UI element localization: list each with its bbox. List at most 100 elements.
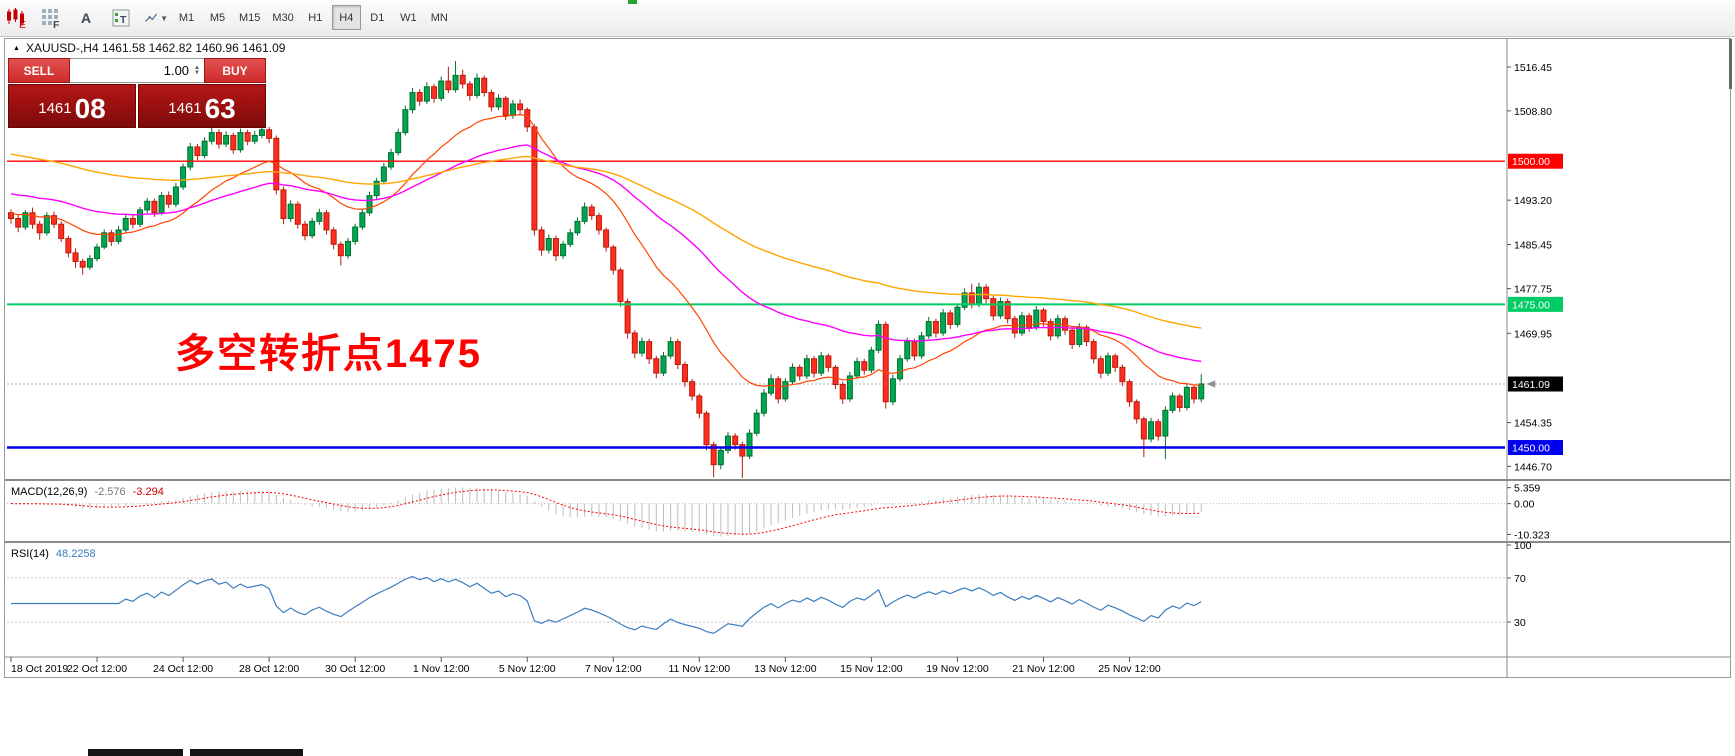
timeframe-mn[interactable]: MN (425, 5, 454, 30)
rsi-line (11, 575, 1202, 634)
rsi-axis-label: 100 (1514, 540, 1532, 552)
macd-axis-label: 5.359 (1514, 483, 1540, 495)
price-badge-1475.00: 1475.00 (1508, 296, 1563, 312)
rsi-layer (7, 575, 1505, 634)
price-axis-label: 1446.70 (1514, 461, 1552, 473)
volume-up-icon[interactable]: ▲ (194, 64, 200, 71)
line-style-tool-icon[interactable]: ▼ (144, 6, 168, 30)
candlestick-chart-icon[interactable]: E (4, 6, 28, 30)
time-axis-label: 24 Oct 12:00 (153, 663, 213, 675)
svg-text:F: F (53, 19, 60, 29)
timeframe-h1[interactable]: H1 (301, 5, 330, 30)
price-axis: 1516.45 1508.80 1493.20 1485.45 1477.75 1469.… (1506, 39, 1563, 677)
price-axis-label: 1454.35 (1514, 418, 1552, 430)
macd-signal-line (10, 489, 1202, 535)
ask-price-tile[interactable]: 1461 63 (138, 84, 266, 128)
macd-main-value: -2.576 (94, 486, 126, 498)
collapse-triangle-icon[interactable]: ▲ (13, 44, 20, 52)
sell-button[interactable]: SELL (8, 58, 70, 83)
price-badge-1500.00: 1500.00 (1508, 153, 1563, 169)
rsi-indicator-label: RSI(14) 48.2258 (11, 548, 96, 560)
ma-line-50 (10, 144, 1202, 363)
macd-indicator-label: MACD(12,26,9) -2.576 -3.294 (11, 486, 164, 498)
grid-icon[interactable]: F (39, 6, 63, 30)
scrollbar-fragment[interactable] (1729, 39, 1732, 89)
volume-down-icon[interactable]: ▼ (194, 69, 200, 76)
price-axis-label: 1485.45 (1514, 240, 1552, 252)
chart-header: ▲ XAUUSD-,H4 1461.58 1462.82 1460.96 146… (13, 41, 285, 55)
price-axis-label: 1493.20 (1514, 195, 1552, 207)
toolbar-tools-group: E F A T (4, 0, 168, 36)
ask-price-main: 1461 (168, 100, 202, 117)
svg-text:1475.00: 1475.00 (1512, 299, 1550, 311)
text-tool-icon[interactable]: A (80, 10, 92, 26)
grid-glyph: F (42, 9, 60, 29)
taskbar-fragment (190, 749, 303, 756)
chart-canvas[interactable]: 1516.45 1508.80 1493.20 1485.45 1477.75 1469.… (5, 39, 1730, 677)
bid-price-tile[interactable]: 1461 08 (8, 84, 136, 128)
timeframe-h4[interactable]: H4 (331, 5, 361, 30)
bottom-strip (0, 679, 1735, 756)
price-axis-label: 1516.45 (1514, 62, 1552, 74)
timeframe-m1[interactable]: M1 (172, 5, 201, 30)
time-axis-label: 13 Nov 12:00 (754, 663, 817, 675)
taskbar-fragment (88, 749, 183, 756)
ma-line-20 (10, 114, 1202, 388)
candlestick-chart-glyph: E (7, 8, 26, 29)
time-axis-label: 25 Nov 12:00 (1098, 663, 1161, 675)
price-axis-label: 1508.80 (1514, 106, 1552, 118)
time-axis-label: 30 Oct 12:00 (325, 663, 385, 675)
price-badge-1450.00: 1450.00 (1508, 440, 1563, 456)
rsi-name: RSI(14) (11, 548, 49, 560)
timeframe-group: M1 M5 M15 M30 H1 H4 D1 W1 MN (172, 5, 454, 30)
template-glyph: T (112, 9, 130, 27)
candles-layer (7, 61, 1505, 478)
macd-axis-label: 0.00 (1514, 499, 1535, 511)
time-axis-label: 21 Nov 12:00 (1012, 663, 1075, 675)
ask-price-pips: 63 (204, 93, 236, 124)
time-axis-label: 22 Oct 12:00 (67, 663, 127, 675)
time-axis-label: 15 Nov 12:00 (840, 663, 903, 675)
time-axis-label: 5 Nov 12:00 (499, 663, 556, 675)
template-tool-icon[interactable]: T (109, 6, 133, 30)
volume-value: 1.00 (163, 63, 190, 78)
chart-window: 1516.45 1508.80 1493.20 1485.45 1477.75 1469.… (4, 38, 1731, 678)
moving-averages-layer (10, 114, 1202, 388)
price-axis-label: 1469.95 (1514, 328, 1552, 340)
chart-annotation: 多空转折点1475 (175, 332, 482, 376)
volume-input[interactable]: 1.00 ▲ ▼ (70, 58, 204, 83)
line-style-glyph (145, 13, 158, 22)
time-axis-label: 28 Oct 12:00 (239, 663, 299, 675)
buy-button[interactable]: BUY (204, 58, 266, 83)
macd-name: MACD(12,26,9) (11, 486, 88, 498)
svg-text:1450.00: 1450.00 (1512, 443, 1550, 455)
svg-text:E: E (19, 19, 26, 29)
ma-line-100 (10, 153, 1202, 329)
volume-stepper: ▲ ▼ (194, 64, 200, 76)
rsi-value: 48.2258 (55, 548, 96, 560)
time-axis-label: 7 Nov 12:00 (585, 663, 642, 675)
timeframe-w1[interactable]: W1 (394, 5, 423, 30)
timeframe-d1[interactable]: D1 (363, 5, 392, 30)
time-axis-label: 19 Nov 12:00 (926, 663, 989, 675)
timeframe-m15[interactable]: M15 (234, 5, 265, 30)
svg-text:T: T (120, 14, 127, 26)
horizontal-lines-layer (7, 160, 1505, 449)
chevron-down-icon: ▼ (160, 13, 168, 23)
last-price-arrow (1206, 380, 1216, 388)
clipped-icon-fragment (628, 0, 637, 4)
timeframe-m30[interactable]: M30 (267, 5, 298, 30)
macd-signal-value: -3.294 (132, 486, 164, 498)
timeframe-m5[interactable]: M5 (203, 5, 232, 30)
time-axis-label: 1 Nov 12:00 (413, 663, 470, 675)
current-price-badge: 1461.09 (1508, 376, 1563, 392)
macd-layer (7, 487, 1505, 537)
bid-price-main: 1461 (38, 100, 72, 117)
bid-price-pips: 08 (74, 93, 106, 124)
symbol-ohlc-text: XAUUSD-,H4 1461.58 1462.82 1460.96 1461.… (25, 41, 286, 55)
toolbar: E F A T (0, 0, 1735, 37)
macd-axis-label: -10.323 (1514, 529, 1550, 541)
svg-text:1500.00: 1500.00 (1512, 156, 1550, 168)
svg-text:1461.09: 1461.09 (1512, 379, 1550, 391)
rsi-axis-label: 70 (1514, 573, 1526, 585)
